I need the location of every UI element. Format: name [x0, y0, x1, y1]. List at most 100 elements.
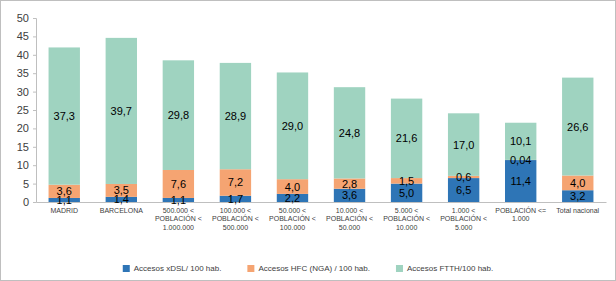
data-label: 4,0 — [285, 181, 300, 193]
data-label: 17,0 — [453, 139, 474, 151]
y-tick: 45 — [17, 30, 36, 42]
bar-segment — [562, 78, 593, 176]
x-tick: Total nacional — [556, 202, 599, 214]
legend-item: Accesos FTTH/100 hab. — [396, 264, 493, 273]
x-tick-label: 1.000 <POBLACIÓN <5.000 — [440, 207, 487, 231]
y-tick-label: 15 — [17, 141, 29, 153]
y-tick-label: 50 — [17, 12, 29, 24]
data-label: 37,3 — [54, 110, 75, 122]
data-label: 0,04 — [510, 154, 531, 166]
bar-segment — [277, 179, 308, 194]
y-tick: 40 — [17, 49, 36, 61]
bars — [49, 38, 594, 202]
y-tick-mark — [33, 128, 36, 129]
x-tick: POBLACIÓN <=1.000 — [495, 202, 546, 222]
y-tick-label: 35 — [17, 67, 29, 79]
x-tick: 100.000 <POBLACIÓN <500.000 — [212, 202, 259, 231]
y-tick-label: 5 — [23, 178, 29, 190]
data-label: 3,6 — [342, 189, 357, 201]
y-tick-mark — [33, 202, 36, 203]
data-label: 3,5 — [114, 184, 129, 196]
data-labels: 1,11,41,11,72,23,65,06,511,43,23,63,57,6… — [54, 105, 589, 206]
data-label: 2,8 — [342, 178, 357, 190]
data-label: 11,4 — [510, 175, 531, 187]
data-label: 21,6 — [396, 132, 417, 144]
data-label: 7,6 — [171, 178, 186, 190]
x-tick-label: 500.000 <POBLACIÓN <1.000.000 — [155, 207, 202, 231]
bar-segment — [106, 38, 137, 184]
x-tick: 50.000 <POBLACIÓN <100.000 — [269, 202, 316, 231]
data-label: 28,9 — [225, 110, 246, 122]
bar-segment — [163, 60, 194, 170]
bar-segment — [562, 176, 593, 191]
y-tick-label: 45 — [17, 30, 29, 42]
x-tick-label: Total nacional — [556, 207, 599, 214]
x-tick-label: 10.000 <POBLACIÓN <50.000 — [326, 207, 373, 231]
y-tick: 30 — [17, 86, 36, 98]
x-tick-label: 100.000 <POBLACIÓN <500.000 — [212, 207, 259, 231]
y-tick-label: 30 — [17, 86, 29, 98]
x-tick: 10.000 <POBLACIÓN <50.000 — [326, 202, 373, 231]
x-tick: 1.000 <POBLACIÓN <5.000 — [440, 202, 487, 231]
data-label: 3,6 — [57, 185, 72, 197]
y-tick-mark — [33, 18, 36, 19]
bar-segment — [106, 184, 137, 197]
data-label: 1,7 — [228, 193, 243, 205]
chart: 0 5 10 15 20 25 30 35 40 45 50 MADRID BARCELONA 500.0… — [0, 0, 616, 281]
y-tick: 50 — [17, 12, 36, 24]
y-tick-label: 10 — [17, 159, 29, 171]
y-tick-label: 40 — [17, 49, 29, 61]
y-tick: 5 — [23, 178, 36, 190]
y-tick-label: 20 — [17, 122, 29, 134]
bar-segment — [391, 99, 422, 178]
legend-swatch — [123, 265, 130, 272]
bar-segment — [562, 190, 593, 202]
bar-segment — [49, 47, 80, 184]
data-label: 1,1 — [171, 194, 186, 206]
legend-label: Accesos xDSL/ 100 hab. — [134, 264, 222, 273]
y-tick-mark — [33, 73, 36, 74]
y-axis: 0 5 10 15 20 25 30 35 40 45 50 — [17, 12, 37, 208]
data-label: 26,6 — [567, 121, 588, 133]
y-tick-mark — [33, 55, 36, 56]
legend-label: Accesos HFC (NGA) / 100 hab. — [258, 264, 370, 273]
x-tick-label: MADRID — [50, 207, 78, 214]
data-label: 6,5 — [456, 184, 471, 196]
chart-frame — [1, 1, 616, 281]
y-tick-label: 0 — [23, 196, 29, 208]
x-axis: MADRID BARCELONA 500.000 <POBLACIÓN <1.000… — [37, 202, 607, 231]
data-label: 29,0 — [282, 120, 303, 132]
data-label: 29,8 — [168, 109, 189, 121]
bar-segment — [448, 113, 479, 176]
bar-segment — [334, 87, 365, 178]
bar-segment — [277, 72, 308, 179]
data-label: 24,8 — [339, 127, 360, 139]
x-tick-label: BARCELONA — [100, 207, 144, 214]
y-tick-mark — [33, 165, 36, 166]
legend-item: Accesos xDSL/ 100 hab. — [123, 264, 222, 273]
legend-label: Accesos FTTH/100 hab. — [407, 264, 493, 273]
bar-segment — [334, 178, 365, 188]
y-tick-mark — [33, 92, 36, 93]
bar-segment — [220, 63, 251, 169]
y-tick-mark — [33, 110, 36, 111]
legend: Accesos xDSL/ 100 hab. Accesos HFC (NGA) … — [123, 264, 493, 273]
x-tick-label: 50.000 <POBLACIÓN <100.000 — [269, 207, 316, 231]
data-label: 5,0 — [399, 187, 414, 199]
data-label: 7,2 — [228, 176, 243, 188]
y-tick: 35 — [17, 67, 36, 79]
data-label: 0,6 — [456, 171, 471, 183]
y-tick: 15 — [17, 141, 36, 153]
bar-segment — [505, 160, 536, 202]
y-tick-label: 25 — [17, 104, 29, 116]
x-tick: 500.000 <POBLACIÓN <1.000.000 — [155, 202, 202, 231]
legend-swatch — [396, 265, 403, 272]
y-tick-mark — [33, 184, 36, 185]
bar-segment — [220, 169, 251, 195]
y-tick: 25 — [17, 104, 36, 116]
legend-swatch — [247, 265, 254, 272]
x-tick-label: POBLACIÓN <=1.000 — [495, 206, 546, 222]
bar-segment — [49, 185, 80, 198]
y-axis-line — [33, 19, 37, 203]
y-tick: 0 — [23, 196, 36, 208]
